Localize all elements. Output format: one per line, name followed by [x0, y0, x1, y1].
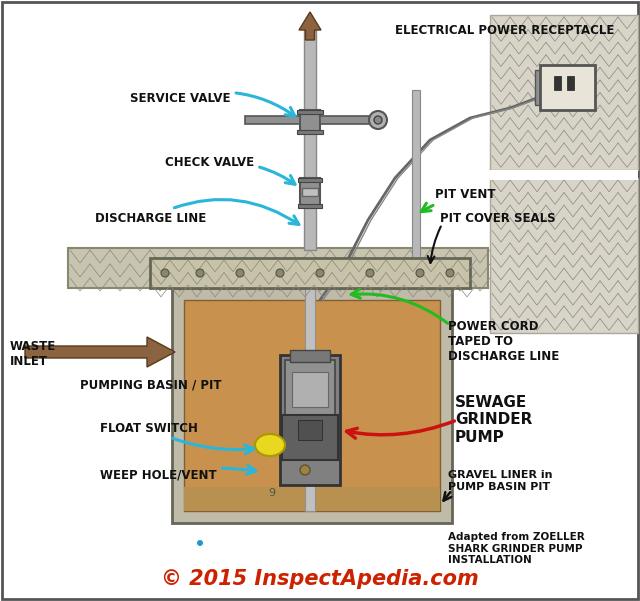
Bar [282, 415, 338, 460]
Circle shape [300, 465, 310, 475]
Bar [184, 300, 440, 511]
Text: PIT COVER SEALS: PIT COVER SEALS [440, 212, 556, 225]
Bar [285, 360, 335, 415]
Text: ELECTRICAL POWER RECEPTACLE: ELECTRICAL POWER RECEPTACLE [395, 23, 614, 37]
Bar [184, 487, 440, 511]
Circle shape [366, 269, 374, 277]
Bar [298, 178, 322, 182]
Bar [412, 90, 420, 260]
Bar [567, 76, 574, 90]
Bar [245, 116, 300, 124]
Bar [320, 116, 375, 124]
Bar [150, 258, 470, 288]
Bar [298, 204, 322, 208]
Text: SEWAGE
GRINDER
PUMP: SEWAGE GRINDER PUMP [455, 395, 532, 445]
Bar [298, 420, 322, 440]
Bar [68, 248, 488, 288]
Bar [302, 188, 318, 196]
Circle shape [416, 269, 424, 277]
Bar [540, 65, 595, 110]
Bar [535, 70, 540, 105]
Bar [490, 15, 638, 170]
Bar [280, 355, 340, 485]
Bar [490, 170, 638, 180]
Text: CHECK VALVE: CHECK VALVE [165, 156, 295, 185]
Text: POWER CORD
TAPED TO
DISCHARGE LINE: POWER CORD TAPED TO DISCHARGE LINE [448, 320, 559, 363]
Bar [300, 178, 320, 206]
Text: SERVICE VALVE: SERVICE VALVE [130, 91, 295, 117]
Text: PIT VENT: PIT VENT [421, 189, 495, 212]
Ellipse shape [255, 434, 285, 456]
Text: FLOAT SWITCH: FLOAT SWITCH [100, 421, 254, 454]
Bar [304, 30, 316, 250]
Text: 9: 9 [268, 488, 276, 498]
Bar [297, 130, 323, 134]
Text: PUMPING BASIN / PIT: PUMPING BASIN / PIT [80, 378, 221, 391]
Bar [172, 288, 452, 523]
Circle shape [316, 269, 324, 277]
Bar [490, 178, 638, 333]
Text: WEEP HOLE/VENT: WEEP HOLE/VENT [100, 465, 256, 481]
Text: WASTE
INLET: WASTE INLET [10, 340, 56, 368]
Circle shape [374, 116, 382, 124]
Bar [305, 288, 315, 511]
Text: DISCHARGE LINE: DISCHARGE LINE [95, 200, 299, 225]
Bar [554, 76, 561, 90]
Bar [297, 110, 323, 114]
Text: Adapted from ZOELLER
SHARK GRINDER PUMP
INSTALLATION: Adapted from ZOELLER SHARK GRINDER PUMP … [448, 532, 585, 565]
Text: © 2015 InspectApedia.com: © 2015 InspectApedia.com [161, 569, 479, 589]
FancyArrow shape [299, 12, 321, 40]
Bar [300, 110, 320, 132]
Text: GRAVEL LINER in
PUMP BASIN PIT: GRAVEL LINER in PUMP BASIN PIT [448, 470, 552, 492]
Circle shape [197, 540, 203, 546]
FancyArrow shape [25, 337, 175, 367]
Bar [290, 350, 330, 362]
Circle shape [446, 269, 454, 277]
Circle shape [161, 269, 169, 277]
Circle shape [369, 111, 387, 129]
Circle shape [196, 269, 204, 277]
Circle shape [236, 269, 244, 277]
Circle shape [276, 269, 284, 277]
Bar [292, 372, 328, 407]
